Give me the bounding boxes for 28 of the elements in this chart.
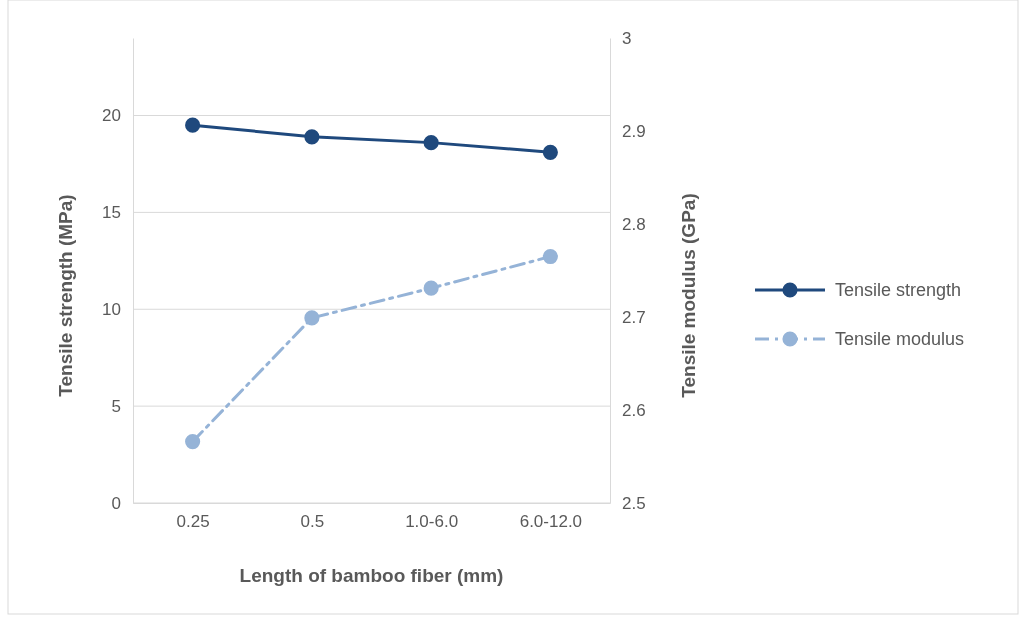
point bbox=[185, 434, 201, 450]
y2-tick-label: 2.6 bbox=[622, 400, 646, 420]
y2-tick-label: 3 bbox=[622, 28, 632, 48]
y2-tick-label: 2.5 bbox=[622, 493, 646, 513]
point bbox=[185, 117, 201, 133]
point bbox=[304, 129, 320, 145]
y-tick-label: 5 bbox=[111, 397, 121, 417]
y-axis-title: Tensile strength (MPa) bbox=[55, 194, 76, 397]
x-tick-label: 0.25 bbox=[176, 512, 210, 532]
y2-tick-label: 2.7 bbox=[622, 307, 646, 327]
legend-label: Tensile modulus bbox=[835, 329, 965, 349]
y-tick-label: 15 bbox=[102, 203, 121, 223]
x-tick-label: 6.0-12.0 bbox=[519, 512, 583, 532]
x-tick-label: 0.5 bbox=[300, 512, 325, 532]
y2-tick-label: 2.8 bbox=[622, 214, 646, 234]
y2-tick-label: 2.9 bbox=[622, 121, 646, 141]
y-tick-label: 10 bbox=[102, 300, 121, 320]
point bbox=[423, 280, 439, 296]
y2-axis-title: Tensile modulus (GPa) bbox=[678, 193, 699, 398]
y-tick-label: 20 bbox=[102, 106, 121, 126]
point bbox=[304, 310, 320, 326]
x-axis-title: Length of bamboo fiber (mm) bbox=[239, 565, 504, 586]
point bbox=[542, 249, 558, 265]
x-tick-label: 1.0-6.0 bbox=[405, 512, 459, 532]
point bbox=[423, 135, 439, 151]
y-tick-label: 0 bbox=[111, 493, 121, 513]
legend-label: Tensile strength bbox=[835, 280, 962, 300]
point bbox=[542, 144, 558, 160]
